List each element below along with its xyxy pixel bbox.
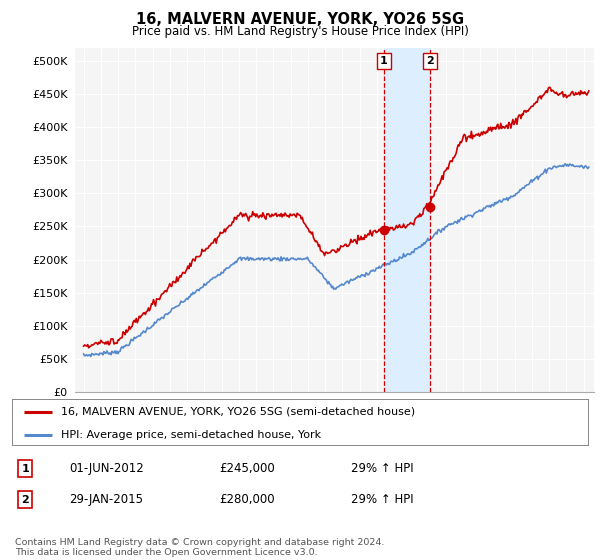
Bar — [384, 48, 430, 392]
Text: 1: 1 — [22, 464, 29, 474]
Text: HPI: Average price, semi-detached house, York: HPI: Average price, semi-detached house,… — [61, 430, 321, 440]
Text: Price paid vs. HM Land Registry's House Price Index (HPI): Price paid vs. HM Land Registry's House … — [131, 25, 469, 38]
Text: £280,000: £280,000 — [219, 493, 275, 506]
Text: 16, MALVERN AVENUE, YORK, YO26 5SG: 16, MALVERN AVENUE, YORK, YO26 5SG — [136, 12, 464, 27]
Text: 16, MALVERN AVENUE, YORK, YO26 5SG (semi-detached house): 16, MALVERN AVENUE, YORK, YO26 5SG (semi… — [61, 407, 415, 417]
Text: 1: 1 — [380, 56, 388, 66]
Text: 29-JAN-2015: 29-JAN-2015 — [69, 493, 143, 506]
Text: £245,000: £245,000 — [219, 462, 275, 475]
Text: Contains HM Land Registry data © Crown copyright and database right 2024.
This d: Contains HM Land Registry data © Crown c… — [15, 538, 385, 557]
Text: 2: 2 — [22, 494, 29, 505]
Text: 01-JUN-2012: 01-JUN-2012 — [69, 462, 144, 475]
Text: 29% ↑ HPI: 29% ↑ HPI — [351, 493, 413, 506]
Text: 29% ↑ HPI: 29% ↑ HPI — [351, 462, 413, 475]
Text: 2: 2 — [426, 56, 434, 66]
